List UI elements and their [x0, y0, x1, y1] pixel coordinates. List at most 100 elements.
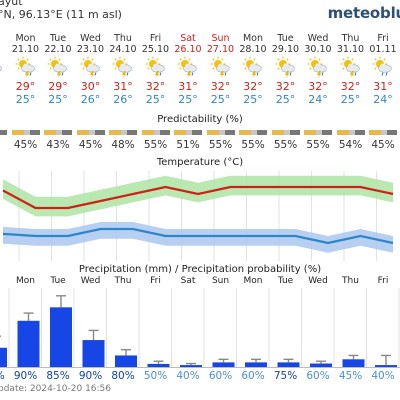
- day-date: 26.10: [174, 44, 202, 55]
- day-name: Tue: [277, 33, 294, 44]
- day-name: Sun: [211, 33, 230, 44]
- day-date: 29.10: [271, 44, 300, 55]
- predictability-bar: [109, 130, 141, 135]
- precipitation-title: Precipitation (mm) / Precipitation proba…: [78, 264, 322, 275]
- weather-icons-row: [0, 55, 400, 79]
- precip-probability: 60%: [241, 370, 265, 382]
- day-name: Sat: [180, 33, 196, 44]
- min-temperature: 25°: [340, 93, 361, 106]
- max-temperature: 32°: [243, 80, 263, 93]
- precip-day-label: Mon: [243, 276, 263, 286]
- precip-probability: 90%: [13, 370, 38, 382]
- sun-cloud-thunder-icon: [47, 56, 69, 78]
- predictability-bar: [11, 130, 44, 135]
- predictability-bars-row: [0, 130, 400, 136]
- day-name: Wed: [80, 33, 101, 44]
- min-temperature: 25°: [210, 93, 231, 106]
- precip-probability: 90%: [0, 370, 10, 382]
- predictability-bar: [0, 130, 11, 135]
- min-temperature-line: [2, 227, 394, 245]
- day-name: Mon: [242, 33, 264, 44]
- day-name: Thu: [341, 33, 360, 44]
- day-date: 27.10: [206, 44, 235, 55]
- temperature-chart: [2, 171, 394, 261]
- min-temperature: 25°: [15, 93, 36, 106]
- precip-bar: [50, 307, 72, 367]
- min-temperature: 26°: [113, 93, 133, 106]
- location-coordinates: °N, 96.13°E (11 m asl): [0, 8, 122, 21]
- precip-bar: [277, 362, 300, 367]
- max-temperature: 32°: [275, 80, 296, 93]
- sun-cloud-thunder-icon: [80, 56, 102, 78]
- day-name: Fri: [149, 33, 162, 44]
- day-name: Mon: [15, 33, 36, 44]
- day-date: 23.10: [76, 44, 105, 55]
- location-name: ayut: [0, 0, 23, 8]
- precip-day-label: Fri: [150, 276, 161, 286]
- day-date: 31.10: [336, 44, 365, 55]
- predictability-bar: [206, 130, 239, 135]
- predictability-value: 48%: [111, 139, 135, 151]
- precip-probability: 60%: [306, 370, 330, 382]
- precip-bar: [212, 362, 235, 367]
- max-temperature: 31°: [178, 80, 198, 93]
- max-temperature-range-band: [3, 175, 393, 217]
- partly-cloudy-icon: [0, 56, 4, 78]
- day-name: Wed: [307, 33, 329, 44]
- precip-bar: [310, 363, 332, 367]
- precipitation-day-labels: Mon Tue Wed Thu Fri Sat Sun Mon Tue Wed Thu Fri: [0, 276, 400, 288]
- day-date: 28.10: [239, 44, 267, 55]
- sun-cloud-thunder-icon: [275, 56, 297, 78]
- predictability-value: 55%: [273, 139, 298, 151]
- min-temperature: 25°: [243, 93, 263, 106]
- precip-day-label: Wed: [80, 276, 101, 286]
- precip-probability: 45%: [338, 370, 363, 382]
- predictability-bar: [336, 130, 369, 135]
- day-date: 21.10: [11, 44, 40, 55]
- sun-cloud-thunder-icon: [210, 56, 232, 78]
- precip-day-label: Wed: [308, 276, 328, 286]
- predictability-value: 55%: [143, 139, 168, 151]
- day-date: 22.10: [44, 44, 72, 55]
- predictability-bar: [239, 130, 271, 135]
- predictability-value: 45%: [13, 139, 38, 151]
- precip-probability: 75%: [273, 370, 298, 382]
- max-temperature-row: 29° 29° 30° 31° 32° 31° 32° 32° 32° 32° 32° 31°: [0, 81, 400, 93]
- brand-logo[interactable]: meteoblu: [327, 4, 400, 22]
- max-temperature: 31°: [373, 80, 393, 93]
- predictability-title: Predictability (%): [157, 114, 243, 125]
- precipitation-chart: [0, 288, 400, 368]
- precip-day-label: Thu: [114, 276, 132, 286]
- precip-day-label: Sun: [211, 276, 230, 286]
- sun-cloud-thunder-icon: [145, 56, 167, 78]
- sun-cloud-thunder-icon: [307, 56, 329, 78]
- max-temperature: 32°: [145, 80, 166, 93]
- predictability-value: 45%: [371, 139, 395, 151]
- day-date: 01.11: [369, 44, 397, 55]
- precip-probability: 80%: [111, 370, 135, 382]
- day-date: 30.10: [304, 44, 332, 55]
- day-names-row: Mon Tue Wed Thu Fri Sat Sun Mon Tue Wed Thu Fri: [0, 33, 400, 45]
- predictability-bar: [369, 130, 400, 135]
- precip-day-label: Thu: [342, 276, 359, 286]
- min-temperature: 25°: [48, 93, 68, 106]
- min-temperature: 25°: [275, 93, 296, 106]
- sun-cloud-thunder-icon: [15, 56, 37, 78]
- precip-probability: 50%: [143, 370, 168, 382]
- day-date: 24.10: [109, 44, 137, 55]
- precip-day-label: Sat: [180, 276, 196, 286]
- sun-cloud-thunder-icon: [242, 56, 264, 78]
- precip-probability: 85%: [46, 370, 70, 382]
- precip-probability: 40%: [176, 370, 200, 382]
- precip-bar: [82, 340, 105, 367]
- day-name: Tue: [49, 33, 67, 44]
- predictability-value: 43%: [46, 139, 70, 151]
- sun-cloud-thunder-icon: [340, 56, 362, 78]
- predictability-value: 54%: [338, 139, 363, 151]
- predictability-value: 51%: [176, 139, 200, 151]
- precip-probability: 40%: [371, 370, 395, 382]
- max-temperature: 31°: [113, 80, 133, 93]
- predictability-bar: [141, 130, 174, 135]
- min-temperature: 24°: [373, 93, 393, 106]
- day-name: Fri: [377, 33, 389, 44]
